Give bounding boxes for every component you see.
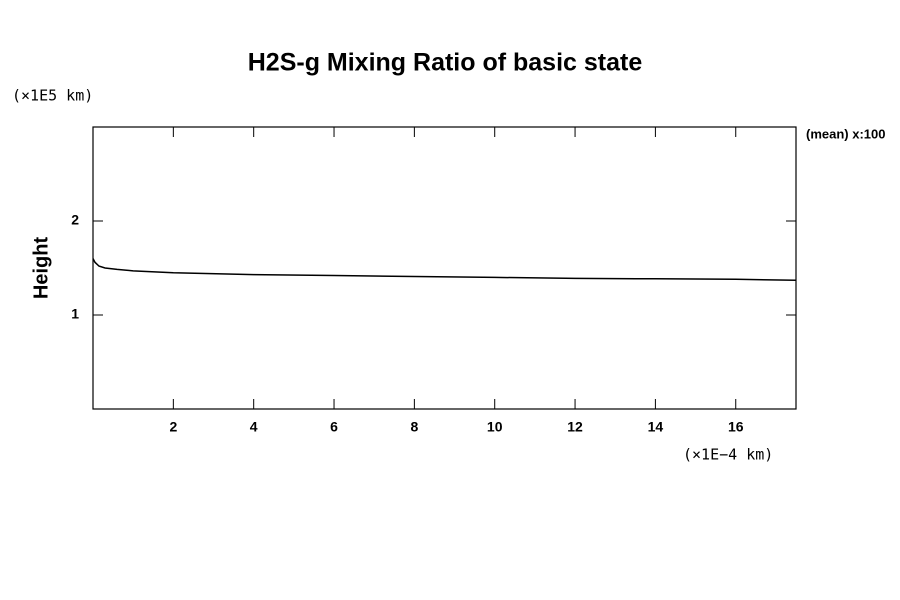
x-tick-label: 8 xyxy=(410,419,418,435)
x-tick-label: 14 xyxy=(648,419,664,435)
y-axis-label: Height xyxy=(30,237,52,300)
x-tick-label: 4 xyxy=(250,419,258,435)
x-tick-label: 2 xyxy=(169,419,177,435)
x-tick-label: 10 xyxy=(487,419,503,435)
x-tick-label: 6 xyxy=(330,419,338,435)
y-tick-label: 1 xyxy=(71,306,79,322)
y-tick-label: 2 xyxy=(71,212,79,228)
x-tick-label: 16 xyxy=(728,419,744,435)
chart-title: H2S-g Mixing Ratio of basic state xyxy=(248,49,643,77)
x-unit: (×1E−4 km) xyxy=(683,446,773,464)
line xyxy=(92,258,797,281)
y-unit: (×1E5 km) xyxy=(12,87,93,105)
annotation: (mean) x:100 xyxy=(806,126,885,141)
x-tick-label: 12 xyxy=(567,419,583,435)
plot-frame xyxy=(92,126,797,410)
